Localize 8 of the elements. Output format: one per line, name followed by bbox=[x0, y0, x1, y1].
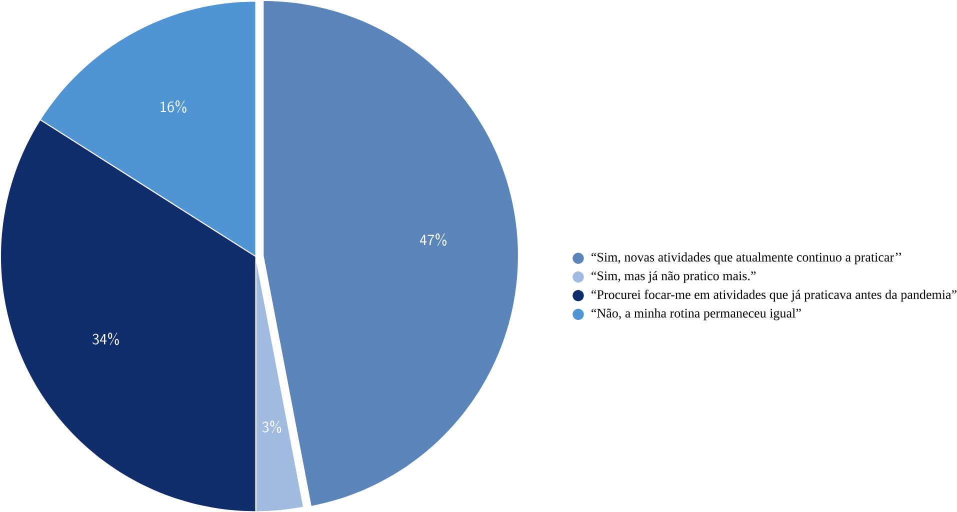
legend-label: “Procurei focar-me em atividades que já praticava antes da pandemia” bbox=[592, 290, 956, 302]
legend-label: “Não, a minha rotina permaneceu igual” bbox=[592, 308, 801, 320]
data-label: 34% bbox=[92, 332, 119, 345]
data-label: 3% bbox=[262, 420, 282, 433]
data-label: 47% bbox=[420, 233, 447, 246]
legend-label: “Sim, novas atividades que atualmente continuo a praticar’’ bbox=[592, 252, 902, 264]
legend-label: “Sim, mas já não pratico mais.” bbox=[592, 270, 756, 283]
data-label: 16% bbox=[160, 100, 186, 113]
